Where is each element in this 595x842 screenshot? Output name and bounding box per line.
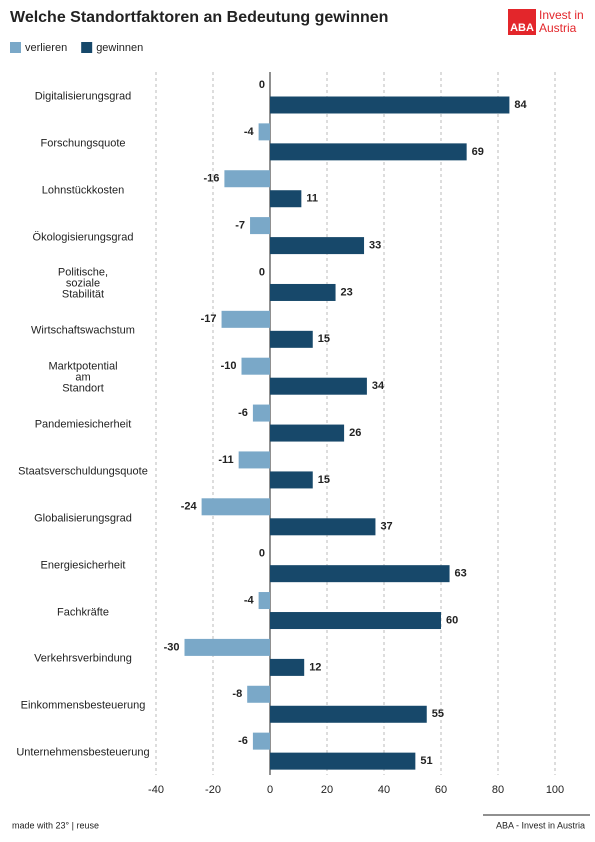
- category-label: Forschungsquote: [40, 137, 126, 150]
- category-label: Pandemiesicherheit: [34, 418, 132, 431]
- bar: [270, 377, 367, 395]
- data-label: 33: [369, 240, 381, 252]
- category-label: Lohnstückkosten: [41, 184, 125, 197]
- bar: [270, 565, 450, 583]
- x-tick-label: -40: [148, 784, 164, 796]
- data-label: 34: [372, 380, 385, 392]
- bar: [270, 143, 467, 161]
- x-tick-label: 80: [492, 784, 504, 796]
- bar: [252, 732, 270, 750]
- bar: [241, 357, 270, 375]
- bar: [270, 190, 302, 208]
- bar: [250, 217, 270, 235]
- bar: [252, 404, 270, 422]
- category-label: Digitalisierungsgrad: [34, 90, 132, 103]
- data-label: 69: [472, 146, 484, 158]
- bar: [247, 685, 270, 703]
- chart-title: Welche Standortfaktoren an Bedeutung gew…: [10, 9, 388, 26]
- data-label: 0: [259, 548, 265, 560]
- legend-swatch: [81, 42, 93, 53]
- category-label: Einkommensbesteuerung: [20, 699, 146, 712]
- x-tick-label: 20: [321, 784, 333, 796]
- data-label: 51: [420, 755, 432, 767]
- bar: [270, 330, 313, 348]
- bar: [270, 283, 336, 301]
- data-label: -16: [203, 173, 219, 185]
- bar: [270, 237, 365, 255]
- category-label: Globalisierungsgrad: [34, 512, 132, 525]
- data-label: 84: [514, 99, 527, 111]
- data-label: 15: [318, 474, 330, 486]
- data-label: 0: [259, 266, 265, 278]
- data-label: -4: [244, 126, 255, 138]
- bar: [270, 612, 441, 630]
- data-label: 55: [432, 708, 444, 720]
- data-label: -7: [235, 220, 245, 232]
- data-label: -24: [181, 501, 198, 513]
- data-label: -4: [244, 594, 255, 606]
- logo-text: Invest in Austria: [539, 8, 584, 35]
- bar: [258, 592, 270, 610]
- bar: [184, 638, 270, 656]
- bar: [270, 705, 427, 723]
- data-label: 37: [380, 521, 392, 533]
- footer-left: made with 23° | reuse: [12, 820, 99, 830]
- footer-right: ABA - Invest in Austria: [496, 820, 585, 830]
- data-label: 15: [318, 333, 330, 345]
- data-label: -30: [164, 641, 180, 653]
- data-label: -11: [218, 454, 233, 466]
- bar: [201, 498, 270, 516]
- category-label: Politische, soziale Stabilität: [57, 266, 109, 301]
- legend-label: gewinnen: [96, 42, 143, 54]
- category-label: Verkehrsverbindung: [34, 652, 132, 665]
- category-label: Unternehmensbesteuerung: [16, 746, 150, 759]
- x-tick-label: 40: [378, 784, 390, 796]
- bar: [238, 451, 270, 469]
- bar: [270, 518, 376, 536]
- bar: [258, 123, 270, 141]
- category-label: Marktpotential am Standort: [48, 360, 118, 395]
- category-label: Fachkräfte: [57, 606, 109, 619]
- data-label: 60: [446, 614, 458, 626]
- bar: [221, 310, 270, 328]
- bar: [270, 96, 510, 114]
- category-label: Ökologisierungsgrad: [32, 231, 134, 244]
- x-tick-label: 60: [435, 784, 447, 796]
- data-label: 0: [259, 79, 265, 91]
- legend-swatch: [10, 42, 21, 53]
- data-label: -8: [232, 688, 242, 700]
- bar: [270, 471, 313, 489]
- data-label: 63: [455, 568, 467, 580]
- data-label: 11: [306, 193, 318, 205]
- bar: [270, 424, 345, 442]
- category-label: Energiesicherheit: [40, 559, 126, 572]
- data-label: -10: [221, 360, 237, 372]
- x-tick-label: -20: [205, 784, 221, 796]
- category-label: Wirtschaftswachstum: [31, 324, 135, 337]
- data-label: 12: [309, 661, 321, 673]
- category-label: Staatsverschuldungsquote: [18, 465, 148, 478]
- x-tick-label: 0: [267, 784, 273, 796]
- logo-mark: ABA: [510, 22, 534, 34]
- logo-box: [508, 9, 536, 35]
- bar: [224, 170, 270, 188]
- data-label: -6: [238, 735, 248, 747]
- data-label: 26: [349, 427, 361, 439]
- legend-label: verlieren: [25, 42, 67, 54]
- data-label: -6: [238, 407, 248, 419]
- x-tick-label: 100: [546, 784, 564, 796]
- bar: [270, 752, 416, 770]
- data-label: 23: [341, 286, 353, 298]
- data-label: -17: [201, 313, 217, 325]
- bar: [270, 658, 305, 676]
